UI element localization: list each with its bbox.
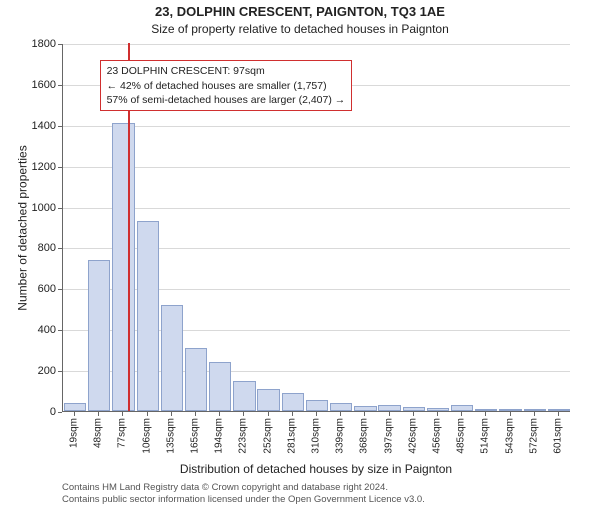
xtick-mark (98, 412, 99, 416)
xtick-mark (437, 412, 438, 416)
xtick-label: 339sqm (335, 418, 346, 454)
histogram-chart: 23, DOLPHIN CRESCENT, PAIGNTON, TQ3 1AE … (0, 0, 600, 500)
ytick-mark (58, 412, 62, 413)
gridline (63, 167, 570, 168)
bar (427, 408, 449, 411)
ytick-label: 400 (16, 324, 56, 336)
bar (137, 221, 159, 411)
annotation-line: ← 42% of detached houses are smaller (1,… (107, 79, 346, 93)
xtick-mark (413, 412, 414, 416)
xtick-mark (340, 412, 341, 416)
bar (524, 409, 546, 411)
xtick-mark (510, 412, 511, 416)
xtick-mark (74, 412, 75, 416)
xtick-label: 106sqm (141, 418, 152, 454)
xtick-mark (171, 412, 172, 416)
xtick-label: 165sqm (190, 418, 201, 454)
ytick-label: 1200 (16, 161, 56, 173)
bar (233, 381, 255, 411)
bar (161, 305, 183, 411)
xtick-mark (268, 412, 269, 416)
xtick-mark (147, 412, 148, 416)
xtick-label: 252sqm (262, 418, 273, 454)
bar (475, 409, 497, 411)
xtick-label: 514sqm (480, 418, 491, 454)
xtick-label: 368sqm (359, 418, 370, 454)
bar (185, 348, 207, 411)
bar (282, 393, 304, 411)
bar (64, 403, 86, 411)
xtick-label: 310sqm (311, 418, 322, 454)
xtick-label: 572sqm (528, 418, 539, 454)
bar (378, 405, 400, 411)
x-axis-label: Distribution of detached houses by size … (62, 462, 570, 476)
xtick-mark (485, 412, 486, 416)
annotation-line: 57% of semi-detached houses are larger (… (107, 93, 346, 107)
xtick-mark (558, 412, 559, 416)
bar (209, 362, 231, 411)
xtick-mark (122, 412, 123, 416)
annotation-line: 23 DOLPHIN CRESCENT: 97sqm (107, 64, 346, 78)
chart-subtitle: Size of property relative to detached ho… (0, 22, 600, 36)
xtick-mark (316, 412, 317, 416)
xtick-label: 601sqm (552, 418, 563, 454)
gridline (63, 44, 570, 45)
bar (499, 409, 521, 411)
ytick-label: 800 (16, 242, 56, 254)
xtick-label: 48sqm (93, 418, 104, 448)
xtick-label: 135sqm (165, 418, 176, 454)
ytick-label: 0 (16, 406, 56, 418)
bar (257, 389, 279, 411)
xtick-label: 77sqm (117, 418, 128, 448)
bar (112, 123, 134, 411)
ytick-label: 1800 (16, 38, 56, 50)
xtick-label: 19sqm (69, 418, 80, 448)
y-axis-label-wrap: Number of detached properties (16, 44, 30, 412)
gridline (63, 208, 570, 209)
chart-title: 23, DOLPHIN CRESCENT, PAIGNTON, TQ3 1AE (0, 4, 600, 19)
ytick-label: 600 (16, 283, 56, 295)
xtick-label: 223sqm (238, 418, 249, 454)
ytick-label: 1600 (16, 79, 56, 91)
xtick-mark (219, 412, 220, 416)
xtick-label: 194sqm (214, 418, 225, 454)
xtick-mark (195, 412, 196, 416)
xtick-label: 426sqm (407, 418, 418, 454)
bar (548, 409, 570, 411)
xtick-label: 281sqm (286, 418, 297, 454)
xtick-mark (389, 412, 390, 416)
xtick-mark (461, 412, 462, 416)
ytick-label: 1400 (16, 120, 56, 132)
xtick-mark (243, 412, 244, 416)
plot-area: 23 DOLPHIN CRESCENT: 97sqm← 42% of detac… (62, 44, 570, 412)
xtick-mark (292, 412, 293, 416)
ytick-label: 1000 (16, 202, 56, 214)
xtick-mark (364, 412, 365, 416)
xtick-label: 397sqm (383, 418, 394, 454)
footnote-line: Contains HM Land Registry data © Crown c… (62, 482, 570, 493)
ytick-label: 200 (16, 365, 56, 377)
bar (88, 260, 110, 411)
bar (403, 407, 425, 411)
bar (354, 406, 376, 411)
annotation: 23 DOLPHIN CRESCENT: 97sqm← 42% of detac… (100, 60, 353, 111)
xtick-label: 543sqm (504, 418, 515, 454)
xtick-label: 456sqm (431, 418, 442, 454)
xtick-label: 485sqm (456, 418, 467, 454)
gridline (63, 126, 570, 127)
bar (451, 405, 473, 411)
bar (330, 403, 352, 411)
xtick-mark (534, 412, 535, 416)
bar (306, 400, 328, 411)
